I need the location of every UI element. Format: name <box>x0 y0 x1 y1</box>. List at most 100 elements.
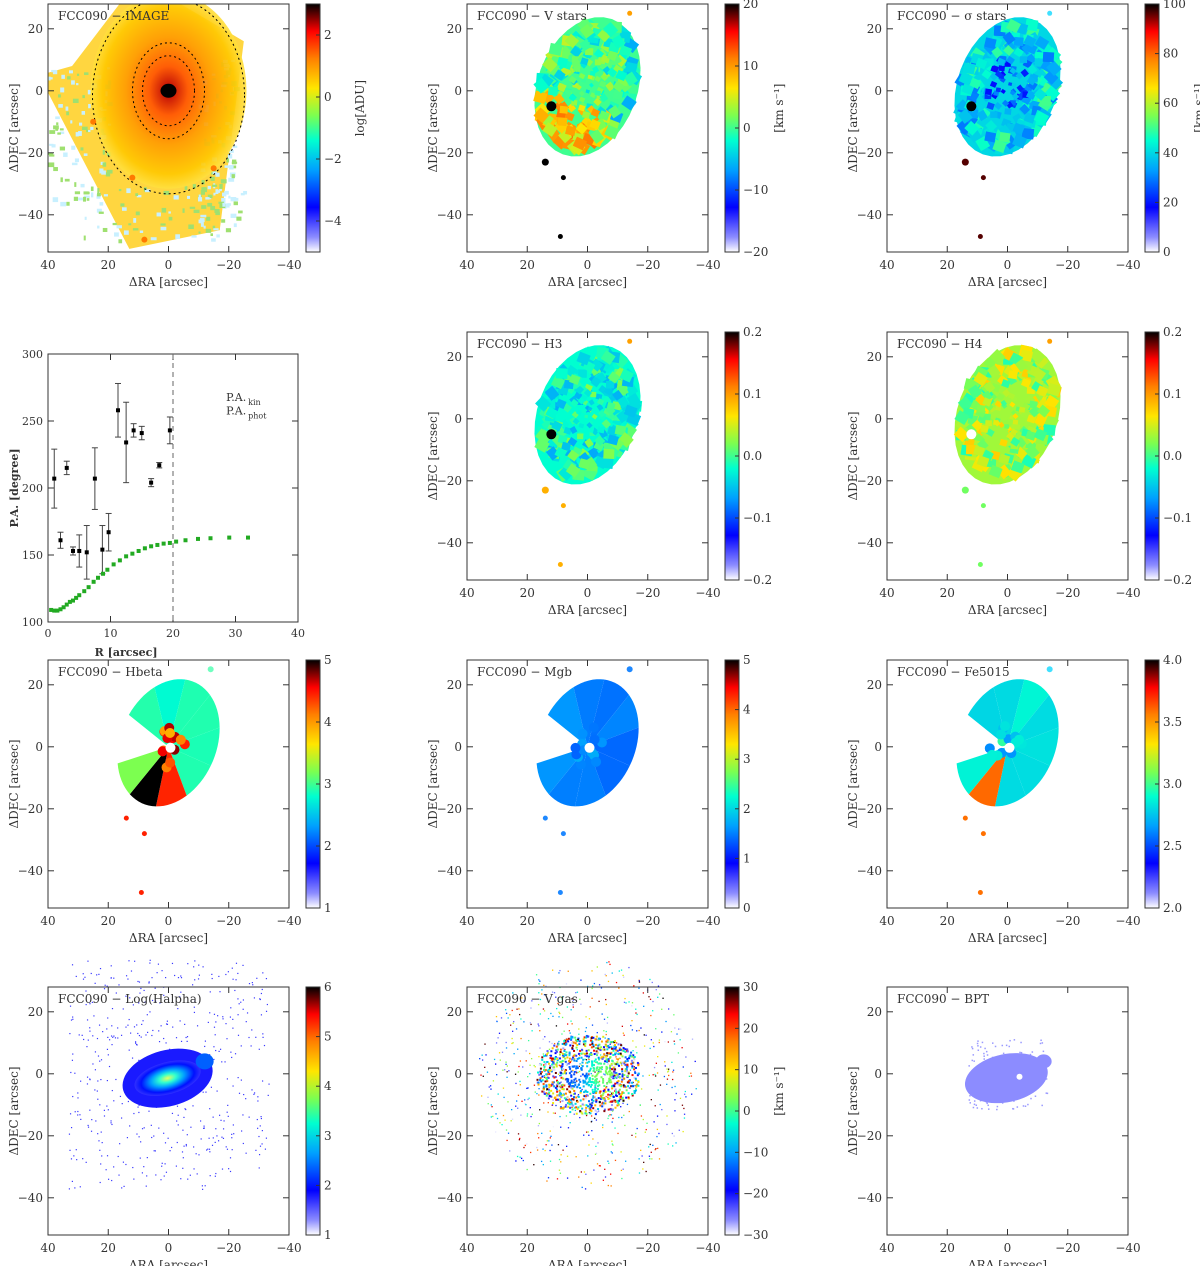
velocity-pixel <box>627 1079 630 1082</box>
scatter-pixel <box>112 1036 114 1038</box>
voronoi-cell <box>1032 367 1047 381</box>
pa-x-tick-label: 40 <box>291 627 305 640</box>
pa-x-tick-label: 30 <box>229 627 243 640</box>
scatter-pixel <box>263 1044 266 1047</box>
scatter-pixel <box>590 1115 593 1117</box>
velocity-pixel <box>594 1043 597 1046</box>
image-noise <box>82 126 88 131</box>
pa-y-tick-label: 250 <box>22 415 43 428</box>
velocity-pixel <box>603 1053 606 1056</box>
scatter-pixel <box>677 1052 680 1054</box>
scatter-pixel <box>517 1094 520 1096</box>
velocity-pixel <box>599 1049 602 1052</box>
scatter-pixel <box>160 1179 162 1181</box>
scatter-pixel <box>94 1051 97 1053</box>
scatter-pixel <box>972 1054 975 1056</box>
scatter-pixel <box>133 1178 135 1180</box>
phot-point <box>246 535 250 540</box>
scatter-pixel <box>75 975 77 978</box>
legend-kin: P.A. <box>226 391 246 404</box>
velocity-pixel <box>550 1084 553 1087</box>
image-noise <box>213 228 219 231</box>
scatter-pixel <box>515 1028 518 1030</box>
velocity-pixel <box>594 1058 597 1061</box>
legend-phot-sub: phot <box>248 411 267 420</box>
velocity-pixel <box>618 1093 621 1096</box>
velocity-pixel <box>558 1098 561 1101</box>
voronoi-cell <box>985 428 995 437</box>
image-noise <box>221 219 226 223</box>
image-noise <box>90 126 94 131</box>
scatter-pixel <box>569 1122 571 1124</box>
velocity-pixel <box>541 1090 544 1093</box>
velocity-pixel <box>551 1081 554 1084</box>
velocity-pixel <box>559 1053 562 1056</box>
voronoi-cell <box>585 89 590 94</box>
scatter-pixel <box>671 1078 674 1081</box>
scatter-pixel <box>119 1143 121 1145</box>
image-noise <box>65 106 69 111</box>
velocity-pixel <box>581 1107 584 1110</box>
voronoi-cell <box>999 132 1011 143</box>
scatter-pixel <box>554 1112 556 1114</box>
velocity-pixel <box>627 1066 630 1069</box>
velocity-pixel <box>541 1075 544 1078</box>
scatter-pixel <box>1019 1051 1021 1054</box>
velocity-pixel <box>601 1058 604 1061</box>
voronoi-cell <box>990 111 998 118</box>
scatter-pixel <box>583 1171 586 1173</box>
scatter-pixel <box>644 1131 646 1133</box>
voronoi-cell <box>606 401 616 411</box>
velocity-pixel <box>547 1076 550 1079</box>
velocity-pixel <box>607 1060 610 1063</box>
scatter-pixel <box>511 1009 513 1012</box>
image-noise <box>219 203 226 209</box>
scatter-pixel <box>115 1078 117 1081</box>
scatter-pixel <box>186 1036 189 1038</box>
scatter-pixel <box>232 1027 234 1029</box>
voronoi-cell <box>595 393 603 400</box>
voronoi-cell <box>990 64 1000 73</box>
scatter-pixel <box>138 1111 140 1114</box>
velocity-pixel <box>540 1080 543 1083</box>
scatter-pixel <box>605 1033 607 1036</box>
scatter-pixel <box>614 1077 616 1080</box>
scatter-pixel <box>622 1168 624 1170</box>
velocity-pixel <box>607 1088 610 1091</box>
velocity-pixel <box>562 1047 565 1050</box>
velocity-pixel <box>564 1069 567 1072</box>
voronoi-cell <box>581 409 587 415</box>
velocity-pixel <box>606 1082 609 1085</box>
scatter-pixel <box>611 1140 613 1142</box>
velocity-pixel <box>600 1056 603 1059</box>
voronoi-cell <box>995 87 1001 93</box>
voronoi-cell <box>596 403 604 411</box>
scatter-pixel <box>99 1181 101 1184</box>
voronoi-cell <box>559 419 570 430</box>
y-tick-label: 0 <box>454 412 462 426</box>
velocity-pixel <box>571 1098 574 1101</box>
voronoi-cell <box>1010 460 1025 474</box>
scatter-pixel <box>1031 1051 1034 1053</box>
colorbar-tick-label: 4 <box>324 1079 332 1093</box>
velocity-pixel <box>577 1052 580 1055</box>
velocity-pixel <box>596 1061 599 1064</box>
scatter-pixel <box>119 1095 122 1098</box>
scatter-pixel <box>662 997 664 999</box>
scatter-pixel <box>217 1015 219 1017</box>
scatter-pixel <box>104 984 106 986</box>
scatter-pixel <box>231 1137 233 1139</box>
velocity-pixel <box>566 1097 569 1100</box>
scatter-pixel <box>515 1082 517 1085</box>
velocity-pixel <box>598 1062 601 1065</box>
phot-point <box>136 548 141 553</box>
scatter-pixel <box>229 1157 232 1159</box>
scatter-pixel <box>578 1033 580 1035</box>
velocity-pixel <box>615 1095 618 1098</box>
scatter-pixel <box>537 1023 539 1025</box>
y-tick-label: −20 <box>18 1129 43 1143</box>
image-noise <box>198 194 201 199</box>
velocity-pixel <box>577 1095 580 1098</box>
velocity-pixel <box>577 1037 580 1040</box>
